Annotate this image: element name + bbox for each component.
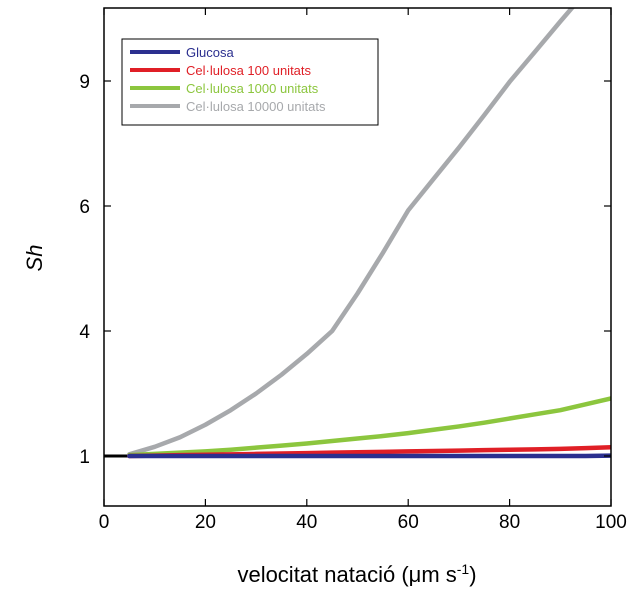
legend-label-2: Cel·lulosa 100 unitats <box>186 63 312 78</box>
ticks-layer: 0 20 40 60 80 100 1 4 6 9 <box>79 8 627 533</box>
legend: Glucosa Cel·lulosa 100 unitats Cel·lulosa … <box>121 38 379 126</box>
x-tick-label: 80 <box>499 512 520 533</box>
series-line-4 <box>127 8 575 457</box>
y-tick-label: 4 <box>79 322 90 343</box>
x-tick-label: 100 <box>595 512 627 533</box>
series-line-3 <box>127 396 611 458</box>
x-tick-label: 0 <box>99 512 110 533</box>
y-axis-title: Sh <box>22 245 47 272</box>
x-axis-title-close: ) <box>469 562 476 587</box>
x-tick-label: 20 <box>195 512 216 533</box>
x-axis-title-sup: -1 <box>457 561 470 577</box>
y-tick-label: 9 <box>79 72 90 93</box>
y-tick-label: 1 <box>79 447 90 468</box>
series-layer <box>104 8 611 459</box>
legend-label-4: Cel·lulosa 10000 unitats <box>186 99 326 114</box>
y-tick-label: 6 <box>79 197 90 218</box>
x-axis-title: velocitat natació (μm s-1) <box>237 561 476 587</box>
legend-label-3: Cel·lulosa 1000 unitats <box>186 81 319 96</box>
legend-label-1: Glucosa <box>186 45 234 60</box>
x-axis-title-main: velocitat natació (μm s <box>237 562 456 587</box>
x-tick-label: 40 <box>296 512 317 533</box>
plot-frame <box>103 7 612 507</box>
x-tick-label: 60 <box>398 512 419 533</box>
